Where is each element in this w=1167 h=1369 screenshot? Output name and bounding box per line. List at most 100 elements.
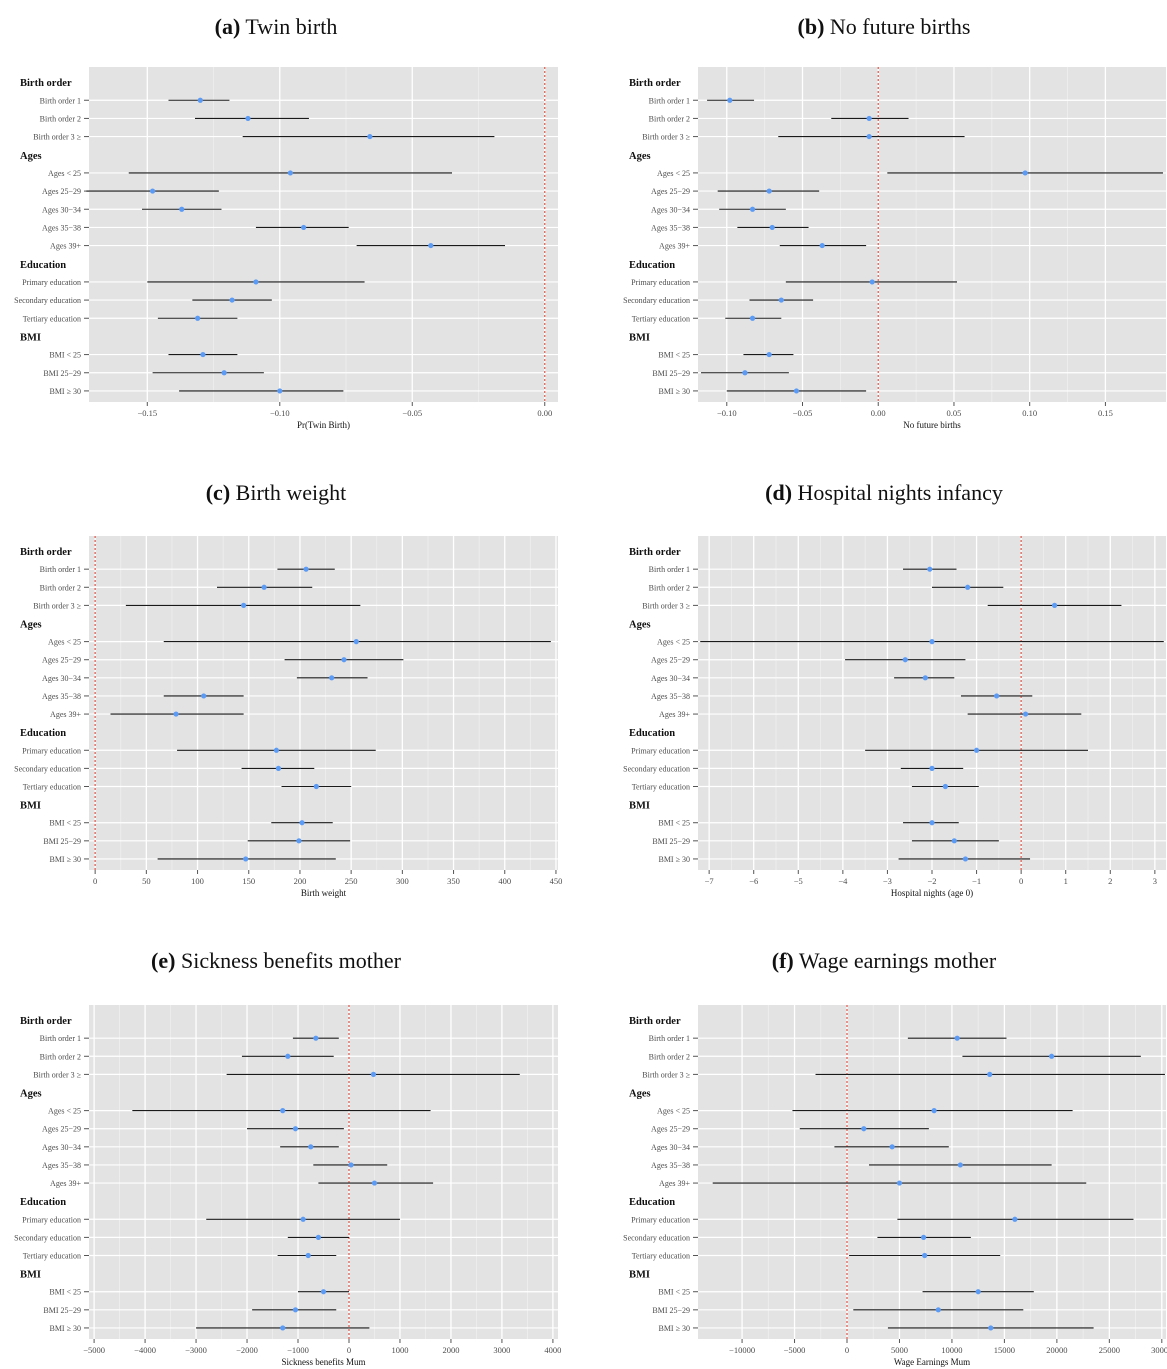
panel-title-text: Hospital nights infancy bbox=[792, 480, 1003, 505]
group-header: Education bbox=[20, 260, 66, 271]
category-label: Tertiary education bbox=[632, 314, 690, 323]
x-tick-label: −0.10 bbox=[270, 408, 290, 418]
x-axis-label: Hospital nights (age 0) bbox=[891, 888, 973, 898]
category-label: BMI < 25 bbox=[658, 819, 690, 828]
estimate-point bbox=[769, 224, 775, 231]
x-tick-label: −0.05 bbox=[793, 408, 813, 418]
estimate-point bbox=[766, 351, 772, 358]
category-label: BMI 25−29 bbox=[652, 1306, 690, 1315]
category-label: Primary education bbox=[22, 746, 81, 755]
category-label: Tertiary education bbox=[632, 1252, 690, 1261]
panel-f: (f) Wage earnings mother Birth order Birth… bbox=[623, 948, 1167, 1367]
category-label: Ages 25−29 bbox=[42, 656, 81, 665]
x-tick-label: 450 bbox=[550, 876, 563, 886]
estimate-point bbox=[195, 315, 201, 321]
estimate-point bbox=[727, 97, 733, 103]
estimate-point bbox=[861, 1126, 867, 1132]
category-label: BMI 25−29 bbox=[652, 369, 690, 378]
estimate-point bbox=[994, 693, 1000, 699]
x-axis-label: Pr(Twin Birth) bbox=[297, 420, 350, 430]
group-header: BMI bbox=[20, 332, 41, 343]
x-tick-label: 3000 bbox=[493, 1345, 510, 1355]
panel-title-text: Sickness benefits mother bbox=[175, 948, 401, 973]
group-header: Birth order bbox=[20, 78, 72, 89]
category-label: Primary education bbox=[22, 278, 81, 287]
group-header: BMI bbox=[20, 801, 41, 812]
group-header: Education bbox=[629, 728, 675, 739]
category-label: Ages < 25 bbox=[48, 1107, 81, 1116]
category-label: Ages 30−34 bbox=[42, 674, 81, 683]
group-header: Birth order bbox=[20, 1016, 72, 1027]
estimate-point bbox=[221, 370, 227, 376]
x-tick-label: −3000 bbox=[185, 1345, 207, 1355]
estimate-point bbox=[929, 639, 935, 645]
estimate-point bbox=[942, 783, 948, 790]
category-label: BMI < 25 bbox=[658, 1288, 690, 1297]
estimate-point bbox=[305, 1252, 311, 1259]
category-label: Primary education bbox=[631, 278, 690, 287]
estimate-point bbox=[301, 224, 307, 231]
panel-title: (d) Hospital nights infancy bbox=[765, 480, 1003, 505]
x-tick-label: −3 bbox=[883, 876, 892, 886]
category-label: BMI < 25 bbox=[658, 351, 690, 360]
category-label: Ages 25−29 bbox=[651, 1125, 690, 1134]
category-label: Ages 35−38 bbox=[42, 692, 81, 701]
x-tick-label: 200 bbox=[294, 876, 307, 886]
category-label: BMI ≥ 30 bbox=[49, 387, 81, 396]
estimate-point bbox=[965, 584, 971, 590]
group-header: Birth order bbox=[629, 78, 681, 89]
x-tick-label: −2 bbox=[927, 876, 936, 886]
x-axis-label: Wage Earnings Mum bbox=[894, 1357, 970, 1367]
category-label: Birth order 2 bbox=[649, 114, 690, 123]
x-tick-label: 0.10 bbox=[1022, 408, 1037, 418]
category-label: BMI < 25 bbox=[49, 351, 81, 360]
estimate-point bbox=[179, 206, 185, 212]
estimate-point bbox=[793, 388, 800, 394]
x-tick-label: 250 bbox=[345, 876, 358, 886]
category-label: Ages 30−34 bbox=[42, 1143, 81, 1152]
x-axis-label: Sickness benefits Mum bbox=[282, 1357, 366, 1367]
estimate-point bbox=[303, 566, 309, 572]
x-tick-label: 0.15 bbox=[1098, 408, 1113, 418]
panel-title: (b) No future births bbox=[798, 14, 971, 39]
estimate-point bbox=[313, 783, 319, 790]
estimate-point bbox=[866, 115, 872, 122]
estimate-point bbox=[1022, 170, 1028, 176]
group-header: Birth order bbox=[629, 547, 681, 558]
category-label: Birth order 1 bbox=[649, 565, 690, 574]
category-label: Secondary education bbox=[623, 296, 690, 305]
panel-c: (c) Birth weight Birth order Birth order 1… bbox=[14, 480, 562, 898]
category-label: Birth order 2 bbox=[649, 1052, 690, 1061]
x-tick-label: −0.10 bbox=[717, 408, 737, 418]
category-label: Birth order 2 bbox=[40, 583, 81, 592]
panel-title-text: Birth weight bbox=[230, 480, 346, 505]
category-label: Birth order 3 ≥ bbox=[642, 1070, 690, 1079]
category-label: Ages 25−29 bbox=[42, 1125, 81, 1134]
estimate-point bbox=[348, 1162, 354, 1168]
estimate-point bbox=[929, 820, 935, 826]
category-label: Birth order 3 ≥ bbox=[642, 601, 690, 610]
estimate-point bbox=[245, 115, 251, 122]
estimate-point bbox=[287, 170, 293, 176]
plot-background bbox=[698, 1005, 1166, 1339]
category-label: Birth order 1 bbox=[40, 1034, 81, 1043]
estimate-point bbox=[742, 370, 748, 376]
estimate-point bbox=[292, 1126, 299, 1132]
category-label: Birth order 1 bbox=[40, 96, 81, 105]
panel-title: (e) Sickness benefits mother bbox=[151, 948, 402, 973]
estimate-point bbox=[253, 279, 259, 285]
estimate-point bbox=[766, 188, 772, 194]
estimate-point bbox=[241, 602, 247, 608]
category-label: Ages < 25 bbox=[657, 1107, 690, 1116]
category-label: Ages 30−34 bbox=[42, 205, 81, 214]
panel-b: (b) No future births Birth order Birth ord… bbox=[623, 14, 1166, 430]
estimate-point bbox=[975, 1289, 981, 1295]
x-tick-label: −6 bbox=[749, 876, 758, 886]
x-tick-label: −5 bbox=[794, 876, 803, 886]
category-label: Secondary education bbox=[14, 1233, 81, 1242]
estimate-point bbox=[292, 1307, 299, 1313]
category-label: BMI ≥ 30 bbox=[49, 1324, 81, 1333]
group-header: Education bbox=[20, 1197, 66, 1208]
category-label: Birth order 3 ≥ bbox=[33, 133, 81, 142]
x-tick-label: 350 bbox=[447, 876, 460, 886]
